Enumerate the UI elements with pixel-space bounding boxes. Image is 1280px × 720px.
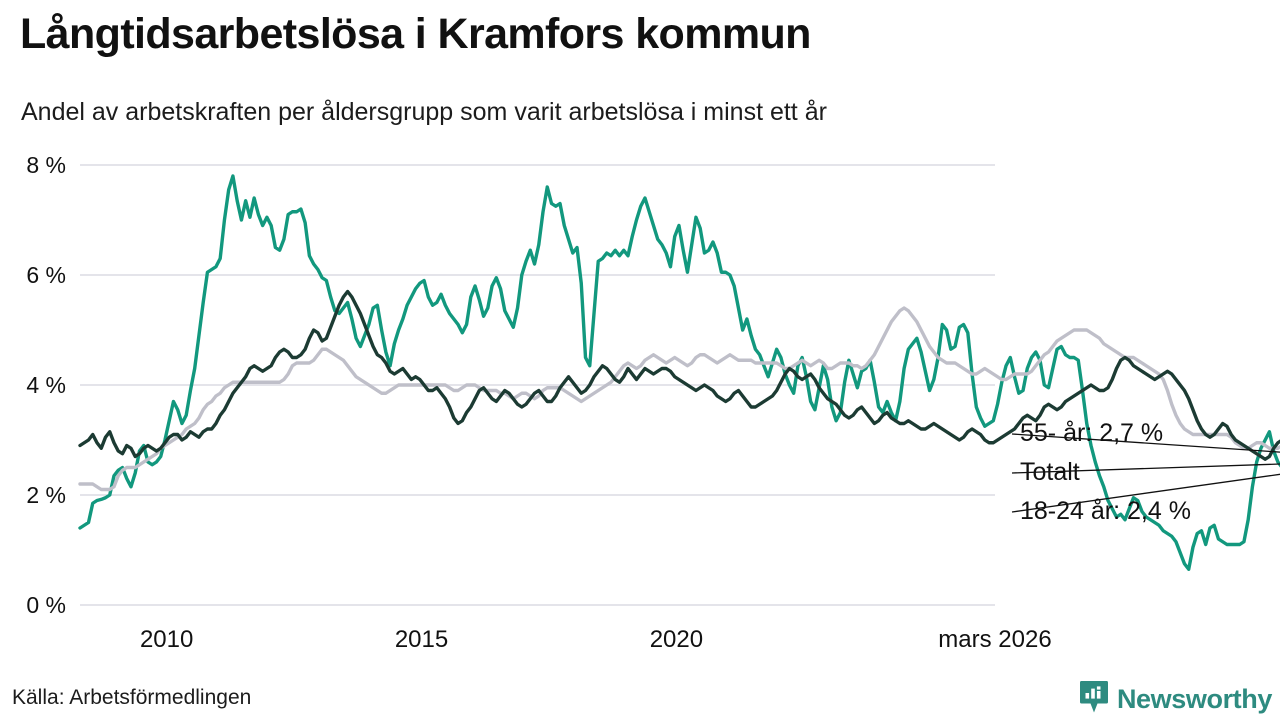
newsworthy-logo[interactable]: Newsworthy	[1079, 680, 1272, 719]
logo-text: Newsworthy	[1116, 683, 1272, 714]
series-label-totalt: Totalt	[1020, 458, 1080, 486]
ytick-label: 8 %	[26, 152, 66, 178]
xtick-label: 2015	[395, 626, 448, 653]
xtick-label: 2010	[140, 626, 193, 653]
ytick-label: 4 %	[26, 372, 66, 398]
xtick-label: 2020	[650, 626, 703, 653]
series-label-55-r: 55- år: 2,7 %	[1020, 419, 1163, 447]
page-subtitle: Andel av arbetskraften per åldersgrupp s…	[21, 98, 827, 126]
bar-chart-pin-icon	[1079, 680, 1109, 719]
xtick-label: mars 2026	[938, 626, 1051, 653]
series-line-totalt	[78, 306, 1280, 492]
leader-line-55-r	[1011, 433, 1280, 453]
leader-line-18-24-r	[1011, 473, 1280, 513]
series-line-55-r	[78, 289, 1280, 461]
leader-line-totalt	[1011, 463, 1280, 474]
ytick-label: 0 %	[26, 592, 66, 618]
series-label-18-24-r: 18-24 år: 2,4 %	[1020, 497, 1191, 525]
ytick-label: 2 %	[26, 482, 66, 508]
logo-mark-svg	[1079, 680, 1108, 712]
series-line-18-24-r	[78, 174, 1280, 571]
ytick-label: 6 %	[26, 262, 66, 288]
source-note: Källa: Arbetsförmedlingen	[12, 686, 252, 709]
page-title: Långtidsarbetslösa i Kramfors kommun	[20, 10, 811, 58]
